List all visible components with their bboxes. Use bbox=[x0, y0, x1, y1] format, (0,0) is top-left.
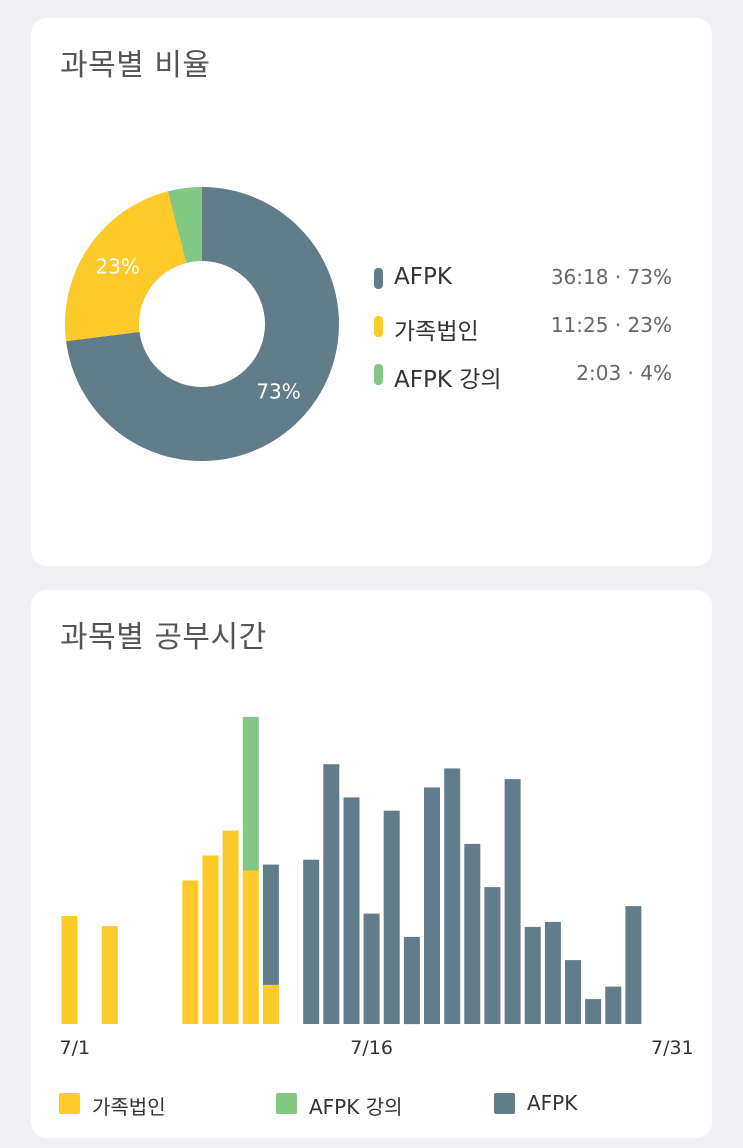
donut-slice-3 bbox=[167, 187, 202, 263]
bar-segment-3 bbox=[323, 764, 340, 1024]
bar-segment-3 bbox=[363, 913, 380, 1024]
legend-row-afpk: AFPK 36:18 · 73% bbox=[374, 258, 684, 306]
bar-segment-3 bbox=[484, 887, 501, 1024]
ratio-legend: AFPK 36:18 · 73% 가족법인 11:25 · 23% AFPK 강… bbox=[374, 258, 684, 402]
bar-segment-1 bbox=[202, 855, 219, 1024]
family-corp-swatch-icon bbox=[374, 316, 383, 337]
study-time-bar-chart: 7/1 7/16 7/31 bbox=[60, 716, 694, 1059]
donut-data-label: 73% bbox=[256, 379, 300, 403]
ratio-card: 과목별 비율 73% 23% AFPK 36:18 · 73% 가족법인 11:2… bbox=[31, 18, 712, 566]
ratio-donut-chart: 73% 23% bbox=[65, 187, 339, 461]
afpk-swatch-icon bbox=[374, 268, 383, 289]
bar-segment-3 bbox=[585, 999, 602, 1024]
bar-segment-1 bbox=[61, 916, 78, 1024]
donut-data-label: 23% bbox=[95, 255, 139, 279]
legend-label: AFPK bbox=[394, 264, 452, 290]
bar-segment-3 bbox=[565, 960, 581, 1024]
afpk-lecture-swatch-icon bbox=[276, 1093, 297, 1114]
bar-segment-3 bbox=[464, 843, 481, 1024]
legend-label: AFPK bbox=[527, 1091, 578, 1115]
bar-segment-3 bbox=[544, 921, 561, 1024]
bar-segment-3 bbox=[303, 859, 320, 1024]
bar-segment-1 bbox=[262, 985, 279, 1024]
bar-segment-3 bbox=[343, 797, 360, 1024]
legend-row-afpk-lecture: AFPK 강의 2:03 · 4% bbox=[374, 354, 684, 402]
x-tick-label: 7/1 bbox=[60, 1037, 91, 1059]
legend-label: 가족법인 bbox=[92, 1095, 166, 1119]
afpk-lecture-swatch-icon bbox=[374, 364, 383, 385]
bar-segment-3 bbox=[424, 787, 440, 1024]
x-tick-label: 7/16 bbox=[350, 1037, 393, 1059]
bar-segment-1 bbox=[242, 870, 259, 1024]
donut-slice-2 bbox=[65, 191, 187, 342]
bar-segment-1 bbox=[101, 926, 118, 1024]
family-corp-swatch-icon bbox=[59, 1093, 80, 1114]
bar-segment-3 bbox=[403, 936, 420, 1025]
bar-segment-3 bbox=[625, 906, 642, 1024]
legend-row-family-corp: 가족법인 11:25 · 23% bbox=[374, 306, 684, 354]
afpk-swatch-icon bbox=[494, 1093, 515, 1114]
bar-segment-3 bbox=[383, 810, 400, 1024]
ratio-card-title: 과목별 비율 bbox=[60, 48, 211, 83]
legend-value: 11:25 · 23% bbox=[550, 313, 672, 337]
study-time-legend: 가족법인 AFPK 강의 AFPK bbox=[59, 1090, 699, 1120]
bar-segment-3 bbox=[262, 864, 279, 985]
legend-value: 2:03 · 4% bbox=[576, 361, 672, 385]
bar-segment-1 bbox=[182, 880, 199, 1024]
bar-segment-3 bbox=[605, 986, 622, 1024]
x-tick-label: 7/31 bbox=[651, 1037, 694, 1059]
legend-label: 가족법인 bbox=[394, 319, 479, 345]
legend-label: AFPK 강의 bbox=[394, 367, 502, 393]
bar-segment-1 bbox=[222, 830, 239, 1024]
bar-segment-3 bbox=[444, 768, 461, 1024]
bar-segment-2 bbox=[242, 716, 259, 871]
donut-slice-1 bbox=[66, 187, 339, 461]
bar-segment-3 bbox=[504, 779, 521, 1024]
study-time-card-title: 과목별 공부시간 bbox=[60, 620, 267, 655]
legend-label: AFPK 강의 bbox=[309, 1095, 403, 1119]
legend-value: 36:18 · 73% bbox=[550, 265, 672, 289]
bar-segment-3 bbox=[524, 926, 541, 1024]
study-time-card: 과목별 공부시간 7/1 7/16 7/31 가족법인 AFPK 강의 AFPK bbox=[31, 590, 712, 1138]
